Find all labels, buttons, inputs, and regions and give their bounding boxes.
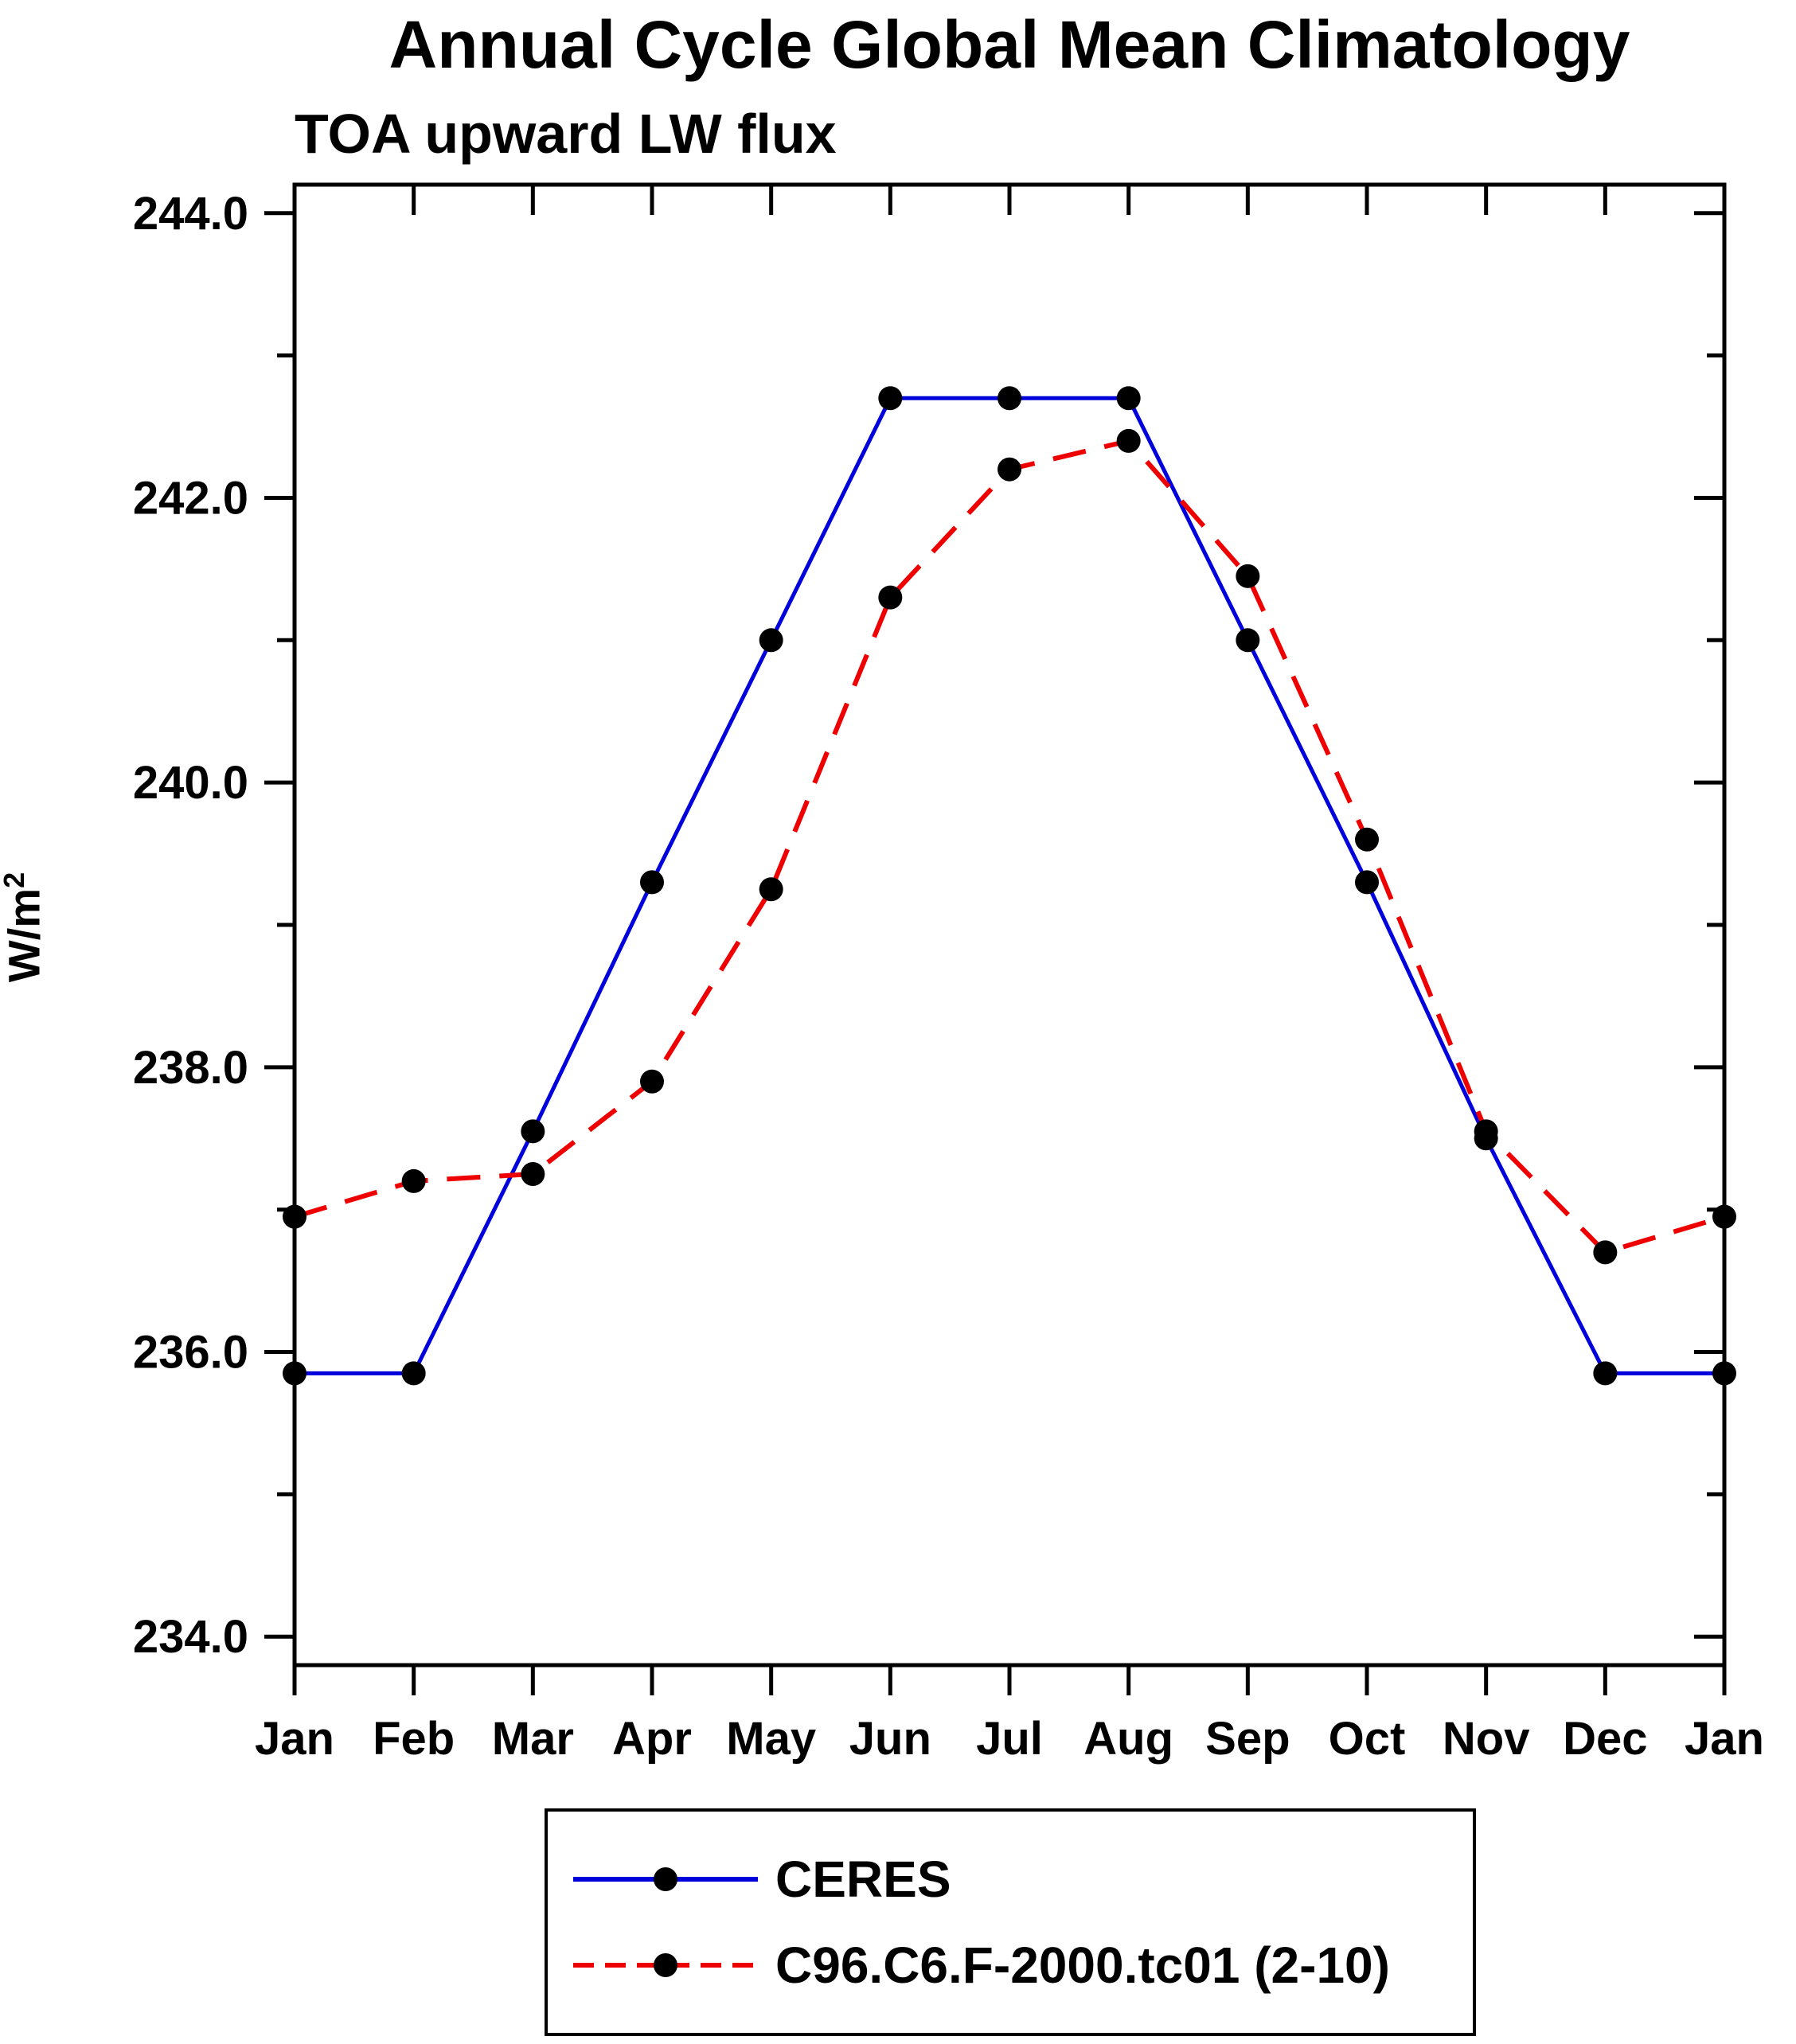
svg-text:234.0: 234.0	[133, 1611, 248, 1663]
svg-text:Jun: Jun	[849, 1713, 931, 1765]
legend-line-sample-model	[573, 1953, 758, 1977]
svg-text:May: May	[726, 1713, 816, 1765]
legend-label-ceres: CERES	[775, 1851, 951, 1908]
svg-text:238.0: 238.0	[133, 1042, 248, 1094]
svg-text:Dec: Dec	[1563, 1713, 1647, 1765]
legend-item-model: C96.C6.F-2000.tc01 (2-10)	[570, 1936, 1473, 1995]
svg-text:240.0: 240.0	[133, 757, 248, 809]
svg-text:Nov: Nov	[1443, 1713, 1530, 1765]
svg-text:Sep: Sep	[1205, 1713, 1290, 1765]
svg-text:236.0: 236.0	[133, 1327, 248, 1379]
legend-item-ceres: CERES	[570, 1850, 1473, 1909]
svg-text:Mar: Mar	[492, 1713, 574, 1765]
legend-label-model: C96.C6.F-2000.tc01 (2-10)	[775, 1937, 1390, 1994]
svg-text:242.0: 242.0	[133, 472, 248, 524]
svg-text:Apr: Apr	[612, 1713, 692, 1765]
svg-text:Jan: Jan	[255, 1713, 334, 1765]
chart-title: Annual Cycle Global Mean Climatology	[388, 7, 1630, 82]
legend-line-sample-ceres	[573, 1867, 758, 1891]
svg-text:Jul: Jul	[976, 1713, 1043, 1765]
svg-text:Oct: Oct	[1329, 1713, 1406, 1765]
svg-text:Feb: Feb	[373, 1713, 455, 1765]
svg-text:Aug: Aug	[1083, 1713, 1173, 1765]
svg-text:244.0: 244.0	[133, 188, 248, 240]
chart-subtitle: TOA upward LW flux	[295, 103, 837, 165]
legend: CERES C96.C6.F-2000.tc01 (2-10)	[545, 1808, 1476, 2036]
svg-text:Jan: Jan	[1685, 1713, 1764, 1765]
